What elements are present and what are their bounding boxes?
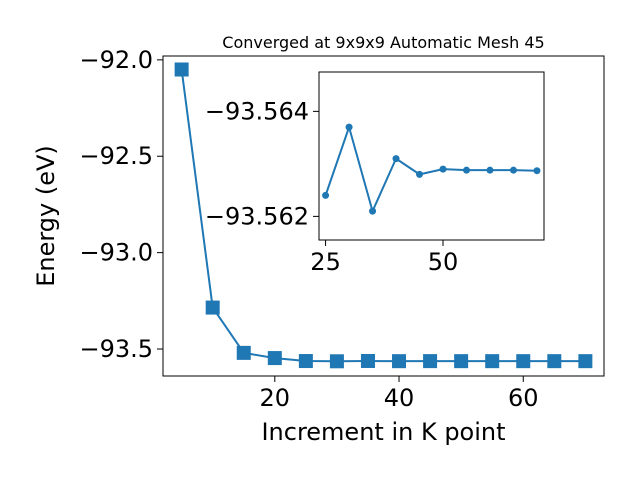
main-data-point <box>392 354 407 369</box>
main-x-tick-label: 40 <box>384 384 415 412</box>
inset-y-tick-label: −93.564 <box>205 97 309 125</box>
inset-data-point <box>509 166 517 174</box>
inset-data-point <box>486 166 494 174</box>
main-y-tick-label: −93.5 <box>79 335 153 363</box>
main-x-tick-label: 20 <box>260 384 291 412</box>
main-y-axis-label: Energy (eV) <box>32 145 60 287</box>
main-data-point <box>578 354 593 369</box>
main-data-point <box>485 354 500 369</box>
main-series-marks <box>174 62 593 369</box>
main-x-axis-label: Increment in K point <box>261 418 505 446</box>
main-data-point <box>174 62 189 77</box>
main-data-point <box>236 345 251 360</box>
inset-y-tick-label: −93.562 <box>205 202 309 230</box>
inset-data-point <box>533 167 541 175</box>
inset-x-tick-label: 25 <box>310 248 341 276</box>
main-data-point <box>423 354 438 369</box>
inset-data-point <box>416 170 424 178</box>
main-y-tick-label: −93.0 <box>79 239 153 267</box>
inset-series-marks <box>322 123 541 215</box>
main-data-point <box>205 300 220 315</box>
main-axis-ticks: 20 40 60 −92.0 −92.5 −93.0 −93.5 <box>79 46 538 412</box>
inset-x-tick-label: 50 <box>428 248 459 276</box>
main-y-tick-label: −92.5 <box>79 142 153 170</box>
main-data-point <box>454 354 469 369</box>
main-data-point <box>298 354 313 369</box>
inset-data-point <box>439 165 447 173</box>
main-data-point <box>360 353 375 368</box>
main-data-point <box>547 354 562 369</box>
main-y-tick-label: −92.0 <box>79 46 153 74</box>
main-chart-title: Converged at 9x9x9 Automatic Mesh 45 <box>222 33 544 52</box>
inset-axis-ticks: 25 50 −93.564 −93.562 <box>205 97 458 276</box>
inset-data-point <box>322 191 330 199</box>
inset-data-point <box>392 155 400 163</box>
inset-data-point <box>369 207 377 215</box>
inset-data-point <box>345 123 353 131</box>
inset-plot-frame <box>318 71 545 241</box>
main-data-point <box>329 354 344 369</box>
inset-series-line <box>324 126 537 213</box>
main-x-tick-label: 60 <box>508 384 539 412</box>
main-data-point <box>516 354 531 369</box>
inset-data-point <box>462 166 470 174</box>
main-data-point <box>267 351 282 366</box>
